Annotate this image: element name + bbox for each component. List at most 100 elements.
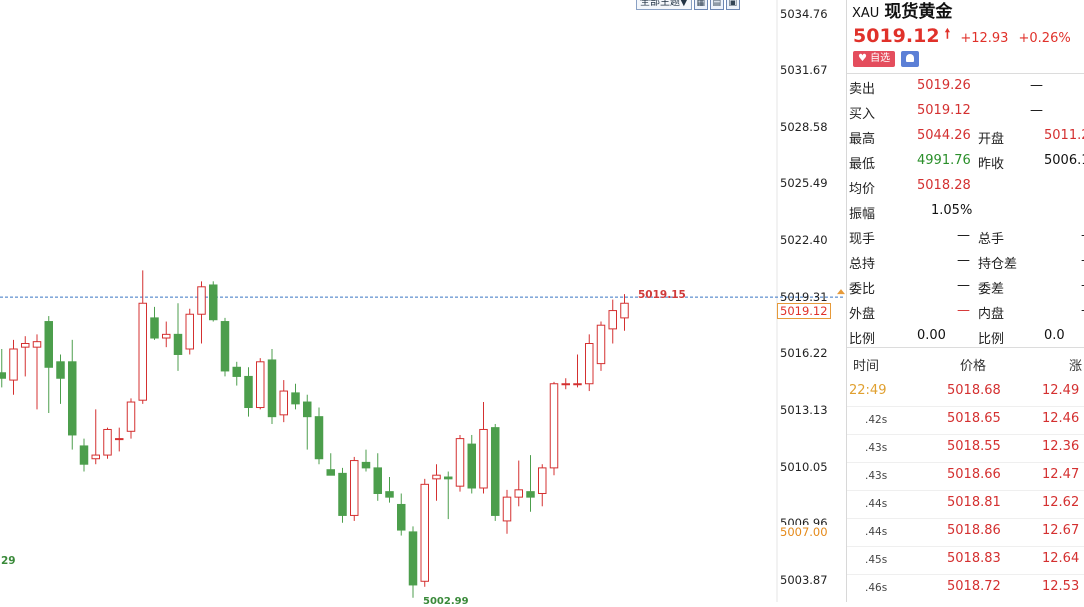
candle[interactable] xyxy=(408,526,418,598)
candle[interactable] xyxy=(91,409,100,465)
grid-icon[interactable]: ▦ xyxy=(693,0,708,10)
candle[interactable] xyxy=(338,467,347,523)
candle[interactable] xyxy=(220,317,230,377)
candle[interactable] xyxy=(244,367,253,417)
tick-row[interactable]: .45s 5018.83 12.64 xyxy=(847,546,1084,575)
candlestick-chart[interactable]: 全部主题▼ ▦ ▤ ▣ 5034.76 5031.67 5028.58 5025.49… xyxy=(0,0,845,607)
tick-row[interactable]: .42s 5018.65 12.46 xyxy=(847,406,1084,435)
tick-change: 12.53 xyxy=(1042,579,1080,594)
candle[interactable] xyxy=(361,449,371,472)
candle[interactable] xyxy=(397,493,406,536)
candle[interactable] xyxy=(596,321,606,371)
layout-icon[interactable]: ▤ xyxy=(709,0,724,10)
tick-price: 5018.66 xyxy=(947,467,1001,482)
ticks-header-time: 时间 xyxy=(853,359,880,374)
quote-value: 1.05% xyxy=(931,203,973,218)
candle[interactable] xyxy=(291,383,300,410)
candle[interactable] xyxy=(138,270,147,404)
candle[interactable] xyxy=(56,354,65,404)
candle[interactable] xyxy=(608,299,617,344)
candle[interactable] xyxy=(32,334,42,410)
candle[interactable] xyxy=(432,464,441,501)
quote-label: 买入 xyxy=(849,107,876,122)
candle[interactable] xyxy=(68,339,77,450)
candle[interactable] xyxy=(279,380,288,423)
candle[interactable] xyxy=(314,407,324,465)
window-icon[interactable]: ▣ xyxy=(725,0,740,10)
candle[interactable] xyxy=(115,427,124,452)
tick-change: 12.67 xyxy=(1042,523,1080,538)
quote-value: — xyxy=(1081,228,1084,243)
candle[interactable] xyxy=(514,460,523,507)
candle[interactable] xyxy=(455,434,465,492)
candle[interactable] xyxy=(491,423,500,521)
quote-value: 5019.12 xyxy=(917,103,971,118)
tick-row[interactable]: .43s 5018.55 12.36 xyxy=(847,434,1084,463)
candle[interactable] xyxy=(44,316,53,414)
low-price-axis-marker: 5007.00 xyxy=(780,525,828,539)
quote-value: 0.00 xyxy=(917,328,946,343)
candle[interactable] xyxy=(9,339,18,395)
quote-label: 委差 xyxy=(978,282,1005,297)
candle[interactable] xyxy=(467,434,476,494)
candle[interactable] xyxy=(620,294,629,331)
tick-row[interactable]: .44s 5018.81 12.62 xyxy=(847,490,1084,519)
add-favorite-button[interactable]: ♥ 自选 xyxy=(853,51,896,67)
last-price: 5019.12 xyxy=(853,25,940,47)
candle[interactable] xyxy=(350,456,359,521)
chart-canvas[interactable] xyxy=(0,0,845,602)
theme-dropdown[interactable]: 全部主题▼ xyxy=(636,0,692,10)
candle[interactable] xyxy=(502,489,512,534)
tick-price: 5018.81 xyxy=(947,495,1001,510)
candle[interactable] xyxy=(21,336,30,377)
candle[interactable] xyxy=(79,438,89,472)
candle[interactable] xyxy=(373,453,382,501)
candle[interactable] xyxy=(385,477,394,503)
candle[interactable] xyxy=(103,427,112,459)
candle[interactable] xyxy=(126,398,136,439)
quote-label: 总手 xyxy=(978,232,1005,247)
ticks-header-change: 涨 xyxy=(1069,359,1083,374)
candle[interactable] xyxy=(303,394,312,450)
candle[interactable] xyxy=(538,464,547,507)
candle[interactable] xyxy=(549,381,559,476)
tick-row[interactable]: 22:49 5018.68 12.49 xyxy=(847,378,1084,407)
candle[interactable] xyxy=(526,455,535,512)
candle[interactable] xyxy=(561,378,570,390)
candle[interactable] xyxy=(444,471,453,520)
candle[interactable] xyxy=(585,334,594,392)
alert-bell-icon[interactable] xyxy=(901,51,920,67)
candle[interactable] xyxy=(150,306,159,340)
quote-value: 5011.2 xyxy=(1044,128,1084,143)
price-axis-label: 5016.22 xyxy=(780,346,828,360)
price-axis-label: 5025.49 xyxy=(780,176,828,190)
candle[interactable] xyxy=(267,348,277,424)
tick-row[interactable]: .43s 5018.66 12.47 xyxy=(847,462,1084,491)
candle[interactable] xyxy=(232,361,241,386)
symbol-code: XAU xyxy=(852,6,880,21)
candle[interactable] xyxy=(256,358,265,410)
price-change-pct: +0.26% xyxy=(1018,31,1071,46)
candle[interactable] xyxy=(197,281,206,344)
price-axis-label: 5019.31 xyxy=(780,290,828,304)
candle[interactable] xyxy=(420,478,429,587)
quote-label: 振幅 xyxy=(849,207,876,222)
quote-value: 0.0 xyxy=(1044,328,1065,343)
candle[interactable] xyxy=(479,402,488,494)
price-axis-label: 5013.13 xyxy=(780,403,828,417)
divider xyxy=(847,347,1084,348)
candle[interactable] xyxy=(173,303,183,371)
tick-price: 5018.55 xyxy=(947,439,1001,454)
tick-row[interactable]: .44s 5018.86 12.67 xyxy=(847,518,1084,547)
candle[interactable] xyxy=(185,308,194,355)
quote-label: 内盘 xyxy=(978,307,1005,322)
candle[interactable] xyxy=(326,453,335,476)
candle[interactable] xyxy=(0,348,6,388)
tick-price: 5018.68 xyxy=(947,383,1001,398)
quote-value: — xyxy=(957,303,970,318)
tick-row[interactable]: .46s 5018.72 12.53 xyxy=(847,574,1084,602)
candle[interactable] xyxy=(162,321,171,348)
candle[interactable] xyxy=(573,354,582,388)
candle[interactable] xyxy=(209,281,218,322)
quote-panel: XAU 现货黄金 5019.12 🠕 +12.93 +0.26% ♥ 自选 卖出 5… xyxy=(846,0,1084,602)
